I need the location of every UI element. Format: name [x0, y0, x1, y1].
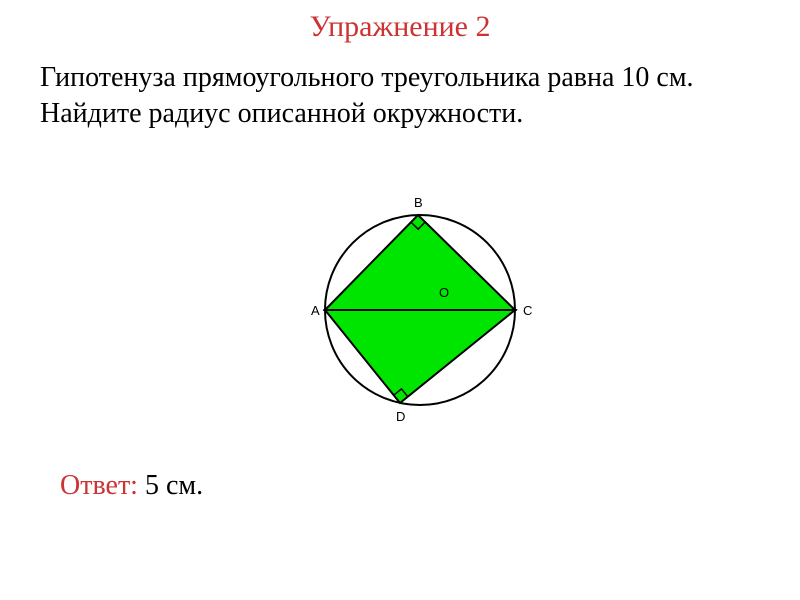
- problem-statement: Гипотенуза прямоугольного треугольника р…: [40, 60, 760, 133]
- page-title: Упражнение 2: [0, 10, 800, 44]
- answer-label: Ответ:: [60, 470, 145, 501]
- svg-text:C: C: [523, 303, 532, 318]
- svg-text:D: D: [396, 409, 405, 424]
- answer-value: 5 см.: [145, 470, 203, 501]
- answer-line: Ответ: 5 см.: [60, 470, 203, 502]
- svg-text:B: B: [414, 195, 423, 210]
- svg-text:O: O: [439, 285, 449, 300]
- geometry-diagram: A B C D O: [290, 180, 550, 440]
- svg-text:A: A: [311, 303, 320, 318]
- diagram-svg: A B C D O: [290, 180, 550, 440]
- title-text: Упражнение 2: [310, 10, 491, 43]
- problem-text: Гипотенуза прямоугольного треугольника р…: [40, 62, 694, 129]
